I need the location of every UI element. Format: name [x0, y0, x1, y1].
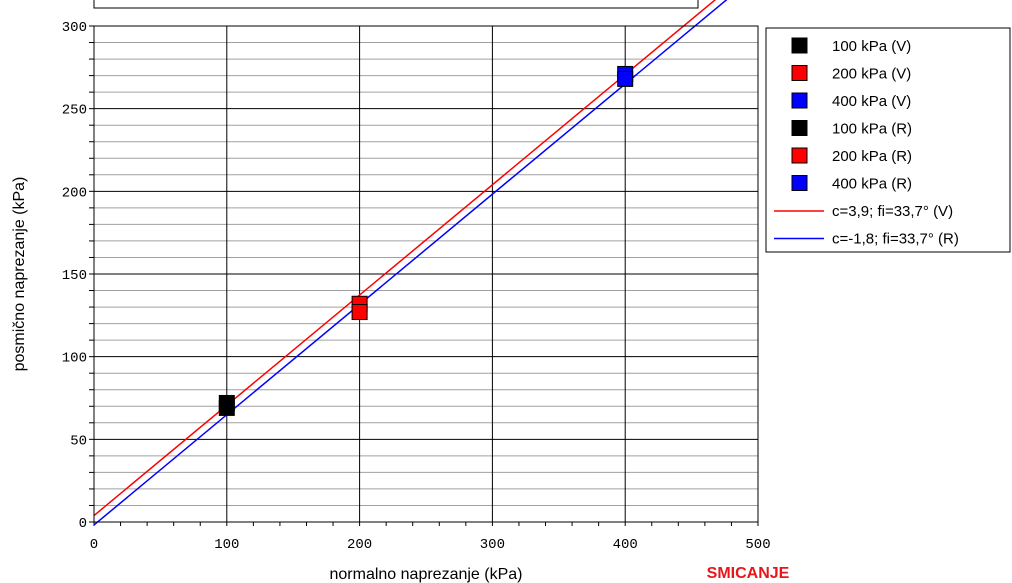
y-axis-label: posmično naprezanje (kPa)	[11, 177, 28, 372]
plot-area	[93, 0, 728, 526]
y-tick-label: 250	[62, 103, 87, 119]
x-tick-label: 200	[347, 537, 372, 553]
legend-marker	[791, 65, 808, 81]
legend-label: 100 kPa (V)	[832, 38, 911, 55]
grid	[89, 25, 759, 526]
legend-marker	[791, 92, 808, 109]
legend-label: 200 kPa (R)	[832, 148, 912, 165]
y-tick-label: 200	[62, 185, 87, 201]
y-tick-label: 0	[79, 516, 87, 532]
y-tick-label: 150	[62, 268, 87, 284]
legend-label: 100 kPa (R)	[832, 121, 912, 138]
legend-label: 200 kPa (V)	[832, 66, 911, 83]
data-point	[617, 70, 634, 87]
legend-marker	[791, 175, 808, 191]
legend-marker	[791, 37, 808, 54]
legend-label: c=3,9; fi=33,7° (V)	[832, 203, 953, 220]
legend-label: c=-1,8; fi=33,7° (R)	[832, 231, 959, 248]
x-tick-label: 100	[214, 537, 239, 553]
y-tick-label: 100	[62, 351, 87, 367]
plot-frame	[93, 25, 759, 523]
data-point	[218, 399, 235, 416]
legend-label: 400 kPa (V)	[832, 93, 911, 110]
legend-marker	[791, 147, 808, 164]
y-tick-label: 50	[70, 433, 87, 449]
x-tick-label: 400	[613, 537, 638, 553]
footer-smicanje: SMICANJE	[707, 565, 790, 582]
tick-labels: 0 50 100 150 200 250 300 0 100 200 300 400 500	[62, 20, 771, 553]
y-tick-label: 300	[62, 20, 87, 36]
x-tick-label: 0	[90, 537, 98, 553]
legend-marker	[791, 120, 808, 136]
x-tick-label: 500	[745, 537, 770, 553]
top-label-box	[93, 0, 699, 9]
x-axis-label: normalno naprezanje (kPa)	[330, 566, 523, 583]
legend-label: 400 kPa (R)	[832, 176, 912, 193]
x-tick-label: 300	[480, 537, 505, 553]
fit-line	[93, 0, 728, 526]
data-point	[351, 304, 368, 321]
legend: 100 kPa (V) 200 kPa (V) 400 kPa (V) 100 kPa…	[765, 27, 1011, 253]
